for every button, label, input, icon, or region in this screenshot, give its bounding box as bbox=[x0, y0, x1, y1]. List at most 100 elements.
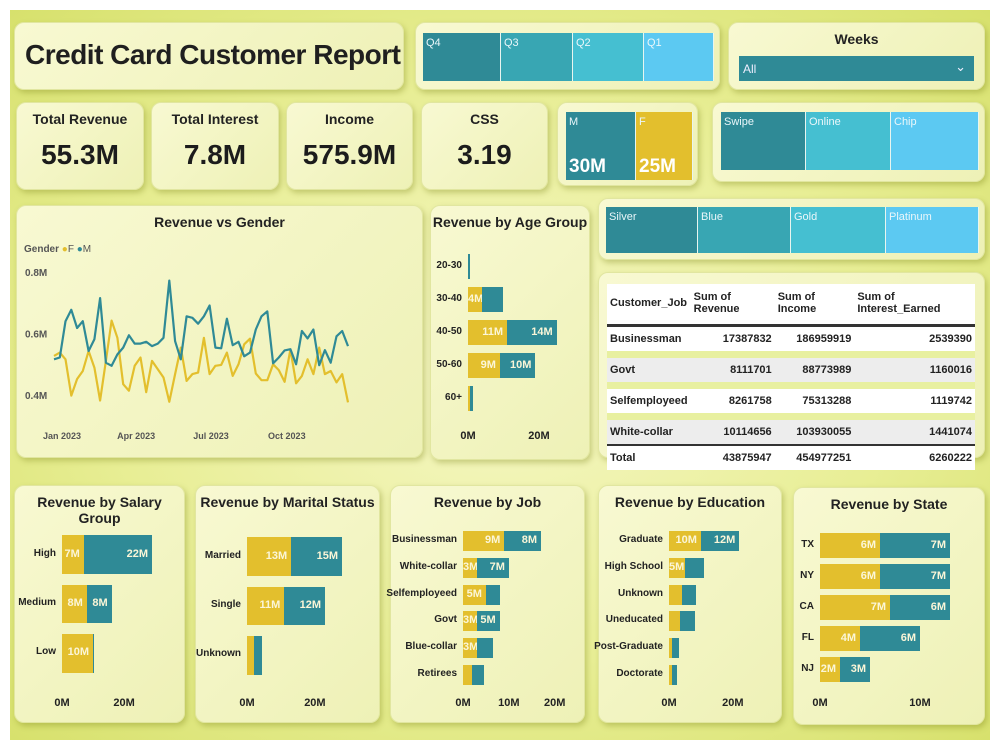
bar-age-f bbox=[468, 353, 500, 378]
bar-education-f bbox=[669, 637, 673, 659]
card-type-tile-swipe[interactable]: Swipe bbox=[721, 112, 806, 170]
column-header[interactable]: Sum of Income bbox=[774, 284, 855, 327]
bar-age-m bbox=[507, 320, 557, 345]
card-category-tile-silver[interactable]: Silver bbox=[606, 207, 698, 253]
bar-marital-f bbox=[247, 636, 254, 675]
data-label: 5M bbox=[669, 561, 685, 573]
legend-title: Gender bbox=[24, 244, 60, 255]
bar-education-m bbox=[672, 637, 679, 659]
category-label: High School bbox=[604, 561, 663, 572]
data-label: 5M bbox=[466, 587, 482, 600]
kpi-value: 575.9M bbox=[302, 139, 397, 170]
data-label: 7M bbox=[64, 547, 80, 560]
weeks-slicer: Weeks All ⌄ bbox=[728, 22, 985, 90]
category-label: Blue-collar bbox=[405, 641, 457, 652]
bar-state-m bbox=[880, 564, 950, 589]
quarter-tile-q1[interactable]: Q1 bbox=[644, 33, 714, 81]
bar-education-f bbox=[669, 531, 701, 552]
data-label: 2M bbox=[820, 662, 836, 675]
kpi-label: Total Interest bbox=[171, 111, 259, 127]
cell: 75313288 bbox=[774, 389, 855, 413]
x-tick-label: 0M bbox=[460, 430, 476, 442]
bar-job-m bbox=[485, 584, 500, 605]
x-tick-label: Jan 2023 bbox=[43, 431, 81, 441]
category-label: Unknown bbox=[196, 648, 241, 660]
bar-job-m bbox=[504, 531, 541, 552]
legend: Gender ●F ●M bbox=[24, 244, 91, 255]
gender-tile-m[interactable]: M 30M bbox=[566, 112, 636, 180]
chart-title: Revenue by Education bbox=[614, 494, 766, 510]
category-label: Post-Graduate bbox=[594, 641, 663, 652]
column-header[interactable]: Sum of Interest_Earned bbox=[854, 284, 975, 327]
data-label: 7M bbox=[930, 569, 946, 582]
category-label: NY bbox=[800, 569, 814, 581]
bar-education-f bbox=[669, 611, 681, 632]
category-label: TX bbox=[801, 538, 814, 550]
bar-age-m bbox=[468, 254, 471, 279]
bar-education-m bbox=[672, 664, 677, 685]
data-label: 13M bbox=[265, 549, 288, 562]
quarter-tile-q2[interactable]: Q2 bbox=[573, 33, 644, 81]
bar-state-m bbox=[840, 657, 870, 682]
data-label: 6M bbox=[930, 600, 946, 613]
x-tick-label: 20M bbox=[304, 697, 326, 709]
card-category-tile-blue[interactable]: Blue bbox=[698, 207, 791, 253]
chart-title: Revenue by State bbox=[830, 496, 948, 512]
card-category-slicer: Silver Blue Gold Platinum bbox=[598, 198, 985, 260]
bar-age-m bbox=[482, 287, 504, 312]
cell: 454977251 bbox=[774, 444, 855, 470]
category-label: White-collar bbox=[399, 561, 457, 572]
data-label: 14M bbox=[531, 325, 553, 338]
legend-dot-icon: ● bbox=[61, 244, 68, 255]
legend-m: M bbox=[82, 244, 92, 255]
x-tick-label: 20M bbox=[528, 430, 550, 442]
gender-label: F bbox=[639, 116, 646, 128]
bar-age-m bbox=[499, 353, 536, 378]
job-table-panel: Customer_Job Sum of Revenue Sum of Incom… bbox=[598, 272, 985, 470]
cell: Total bbox=[607, 444, 691, 470]
x-tick-label: 0M bbox=[239, 697, 255, 709]
category-label: 30-40 bbox=[436, 292, 462, 304]
x-tick-label: 0M bbox=[661, 697, 677, 709]
x-tick-label: Jul 2023 bbox=[193, 431, 229, 441]
bar-marital-f bbox=[247, 586, 285, 626]
bar-salary-f bbox=[62, 584, 87, 624]
y-tick-label: 0.6M bbox=[25, 330, 47, 341]
cell: 6260222 bbox=[854, 444, 975, 470]
data-label: 6M bbox=[860, 569, 876, 582]
category-label: High bbox=[33, 547, 56, 559]
column-header[interactable]: Customer_Job bbox=[607, 284, 691, 327]
bar-salary-f bbox=[62, 535, 84, 574]
category-label: Unknown bbox=[618, 587, 663, 599]
bar-marital-f bbox=[247, 537, 292, 576]
category-label: 50-60 bbox=[436, 358, 462, 370]
data-label: 6M bbox=[860, 538, 876, 551]
chart-title: Revenue by Marital Status bbox=[200, 494, 375, 510]
quarter-tile-q3[interactable]: Q3 bbox=[501, 33, 573, 81]
card-category-tile-platinum[interactable]: Platinum bbox=[886, 207, 979, 253]
quarter-tile-q4[interactable]: Q4 bbox=[423, 33, 501, 81]
x-tick-label: 10M bbox=[909, 697, 931, 709]
card-category-tile-gold[interactable]: Gold bbox=[791, 207, 886, 253]
category-label: CA bbox=[799, 600, 814, 612]
data-label: 10M bbox=[67, 646, 90, 659]
bar-state-f bbox=[820, 657, 840, 682]
chart-title: Revenue by Job bbox=[433, 494, 542, 510]
x-tick-label: 20M bbox=[722, 697, 744, 709]
gender-tile-f[interactable]: F 25M bbox=[636, 112, 693, 180]
card-type-tile-chip[interactable]: Chip bbox=[891, 112, 979, 170]
bar-job-f bbox=[463, 637, 477, 659]
bar-education-f bbox=[669, 584, 682, 605]
kpi-value: 3.19 bbox=[457, 139, 512, 170]
table-row: Govt 8111701 88773989 1160016 bbox=[607, 358, 975, 382]
legend-dot-icon: ● bbox=[76, 244, 83, 255]
cell: 103930055 bbox=[774, 420, 855, 445]
table-row: Businessman 17387832 186959919 2539390 bbox=[607, 325, 975, 351]
chevron-down-icon: ⌄ bbox=[955, 59, 966, 74]
column-header[interactable]: Sum of Revenue bbox=[690, 284, 775, 327]
category-label: NJ bbox=[801, 662, 814, 674]
card-type-tile-online[interactable]: Online bbox=[806, 112, 891, 170]
weeks-dropdown[interactable]: All ⌄ bbox=[739, 56, 974, 81]
data-label: 15M bbox=[316, 549, 339, 562]
data-label: 7M bbox=[489, 561, 505, 573]
